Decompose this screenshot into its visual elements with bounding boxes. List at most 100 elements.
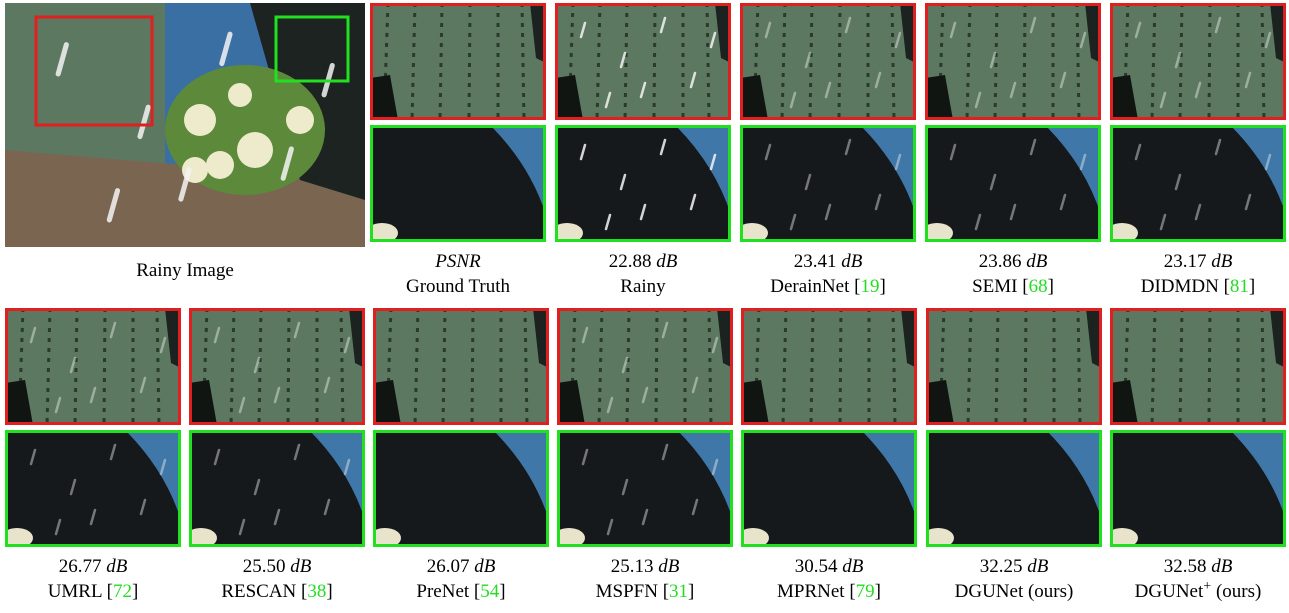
crop-image bbox=[373, 308, 549, 425]
panel: 25.13 dB MSPFN [31] bbox=[557, 308, 733, 602]
rainy-overview: Rainy Image bbox=[5, 3, 365, 281]
crop-image bbox=[189, 308, 365, 425]
method-label: Ground Truth bbox=[406, 276, 510, 297]
crop-border bbox=[1110, 3, 1286, 120]
panel: 32.25 dB DGUNet (ours) bbox=[926, 308, 1102, 602]
reference: 38 bbox=[307, 581, 326, 602]
bracket: [ bbox=[1224, 276, 1230, 297]
psnr-value: 23.86 bbox=[979, 251, 1022, 272]
crop-border bbox=[1110, 430, 1286, 547]
method-label: RESCAN [38] bbox=[221, 581, 332, 602]
crop-border bbox=[925, 3, 1101, 120]
method-label: MPRNet [79] bbox=[777, 581, 881, 602]
method-name: UMRL bbox=[48, 581, 102, 602]
psnr-value: 30.54 bbox=[795, 556, 838, 577]
metric: PSNR bbox=[434, 251, 481, 272]
crop-image bbox=[926, 430, 1102, 547]
method-name: DGUNet bbox=[955, 581, 1024, 602]
bracket: ] bbox=[879, 276, 885, 297]
psnr-label: 26.07 dB bbox=[427, 556, 496, 577]
reference: 31 bbox=[669, 581, 688, 602]
method-label: SEMI [68] bbox=[972, 276, 1054, 297]
crop-image bbox=[5, 430, 181, 547]
bracket: ] bbox=[132, 581, 138, 602]
crop-border bbox=[373, 430, 549, 547]
crop-border bbox=[740, 125, 916, 242]
suffix: (ours) bbox=[1211, 581, 1261, 602]
psnr-value: 32.25 bbox=[980, 556, 1023, 577]
crop-border bbox=[925, 125, 1101, 242]
reference: 81 bbox=[1230, 276, 1249, 297]
reference: 79 bbox=[856, 581, 875, 602]
psnr-value: 25.50 bbox=[243, 556, 286, 577]
psnr-value: 23.17 bbox=[1164, 251, 1207, 272]
unit: dB bbox=[656, 251, 678, 272]
bracket: ] bbox=[875, 581, 881, 602]
crop-image bbox=[741, 308, 917, 425]
method-name: MSPFN bbox=[596, 581, 659, 602]
crop-border bbox=[557, 308, 733, 425]
unit: dB bbox=[1027, 556, 1049, 577]
panel: 25.50 dB RESCAN [38] bbox=[189, 308, 365, 602]
method-label: DGUNet+ (ours) bbox=[1135, 579, 1262, 602]
unit: dB bbox=[841, 251, 863, 272]
panel: 26.07 dB PreNet [54] bbox=[373, 308, 549, 602]
method-label: DerainNet [19] bbox=[770, 276, 886, 297]
method-name: DIDMDN bbox=[1141, 276, 1219, 297]
method-name: Rainy bbox=[620, 276, 666, 297]
method-label: UMRL [72] bbox=[48, 581, 139, 602]
method-label: MSPFN [31] bbox=[596, 581, 695, 602]
psnr-value: 23.41 bbox=[794, 251, 837, 272]
crop-border bbox=[555, 125, 731, 242]
crop-border bbox=[741, 308, 917, 425]
psnr-label: 23.17 dB bbox=[1164, 251, 1233, 272]
superscript: + bbox=[1203, 579, 1211, 594]
crop-image bbox=[557, 430, 733, 547]
reference: 19 bbox=[860, 276, 879, 297]
crop-border bbox=[557, 430, 733, 547]
method-name: RESCAN bbox=[221, 581, 296, 602]
method-name: SEMI bbox=[972, 276, 1017, 297]
method-name: Ground Truth bbox=[406, 276, 510, 297]
crop-image bbox=[370, 125, 546, 242]
bracket: ] bbox=[326, 581, 332, 602]
psnr-label: 25.13 dB bbox=[611, 556, 680, 577]
psnr-label: 30.54 dB bbox=[795, 556, 864, 577]
unit: dB bbox=[1211, 556, 1233, 577]
bracket: [ bbox=[107, 581, 113, 602]
bracket: ] bbox=[1048, 276, 1054, 297]
psnr-label: 23.86 dB bbox=[979, 251, 1048, 272]
panel: 23.17 dB DIDMDN [81] bbox=[1110, 3, 1286, 297]
unit: dB bbox=[1026, 251, 1048, 272]
psnr-value: 26.07 bbox=[427, 556, 470, 577]
method-label: DIDMDN [81] bbox=[1141, 276, 1256, 297]
crop-border bbox=[5, 308, 181, 425]
method-label: PreNet [54] bbox=[416, 581, 505, 602]
crop-image bbox=[926, 308, 1102, 425]
crop-image bbox=[555, 125, 731, 242]
unit: dB bbox=[842, 556, 864, 577]
crop-border bbox=[1110, 308, 1286, 425]
crop-border bbox=[370, 125, 546, 242]
crop-border bbox=[1110, 125, 1286, 242]
crop-image bbox=[557, 308, 733, 425]
crop-image bbox=[740, 3, 916, 120]
crop-image bbox=[5, 308, 181, 425]
method-name: DerainNet bbox=[770, 276, 850, 297]
bracket: ] bbox=[688, 581, 694, 602]
psnr-label: PSNR bbox=[434, 251, 481, 272]
crop-image bbox=[370, 3, 546, 120]
crop-image bbox=[741, 430, 917, 547]
psnr-label: 22.88 dB bbox=[609, 251, 678, 272]
psnr-value: 25.13 bbox=[611, 556, 654, 577]
method-label: Rainy bbox=[620, 276, 666, 297]
method-label: DGUNet (ours) bbox=[955, 581, 1074, 602]
psnr-label: 32.25 dB bbox=[980, 556, 1049, 577]
method-name: MPRNet bbox=[777, 581, 845, 602]
reference: 72 bbox=[113, 581, 132, 602]
reference: 68 bbox=[1029, 276, 1048, 297]
crop-image bbox=[555, 3, 731, 120]
bracket: [ bbox=[849, 581, 855, 602]
reference: 54 bbox=[480, 581, 500, 602]
